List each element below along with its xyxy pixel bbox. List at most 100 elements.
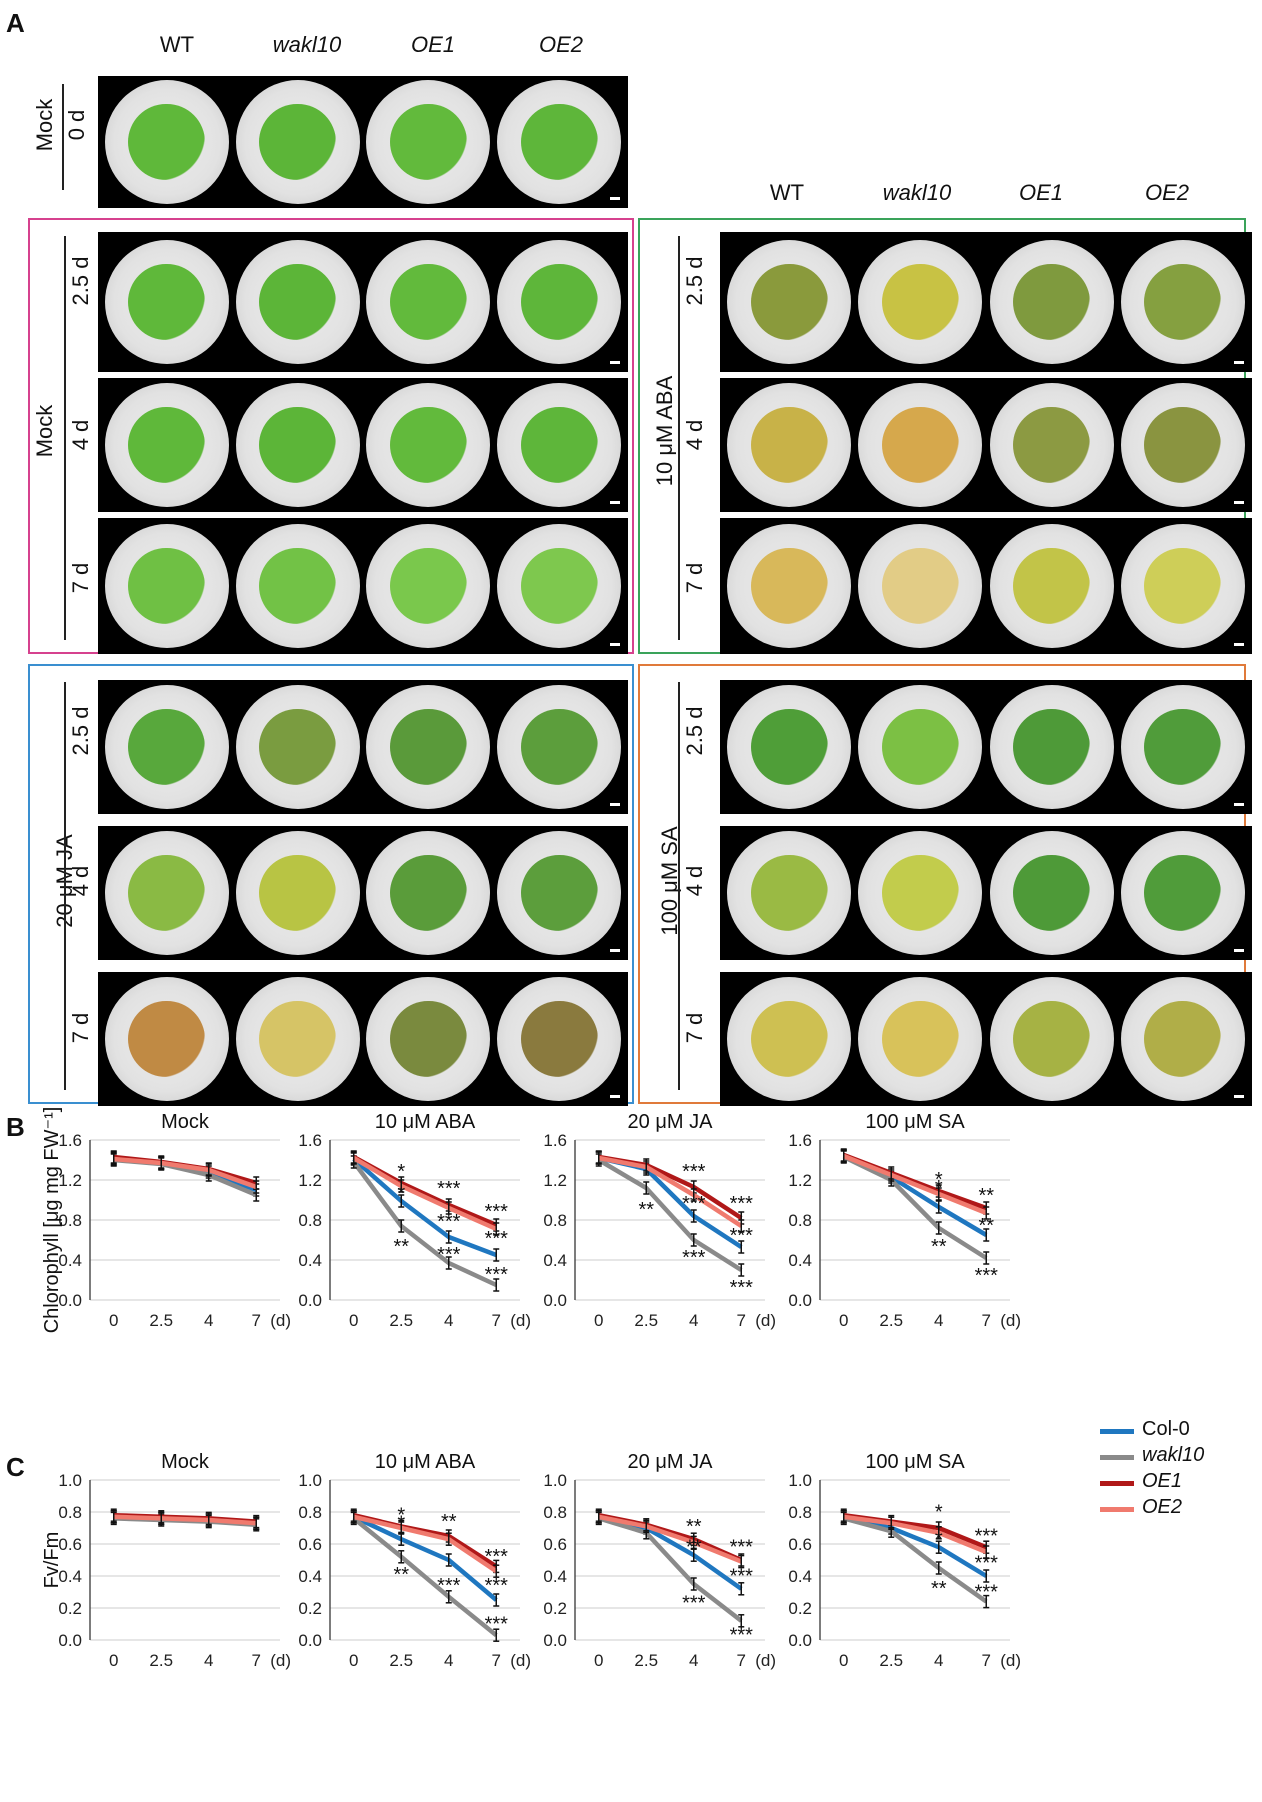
chart-C-4: 0.00.20.40.60.81.00 2.5 4 7 (d)100 μM SA** **… (788, 1451, 1021, 1670)
aba-time-2: 4 d (682, 419, 707, 451)
y-tick-label: 1.6 (298, 1131, 322, 1150)
series-line-col0 (843, 1514, 988, 1578)
leaf-cluster (259, 103, 337, 181)
petri-plate (104, 977, 229, 1101)
x-tick-label: 0 (109, 1311, 118, 1330)
significance-mark: *** (682, 1247, 706, 1269)
leaf-cluster (128, 547, 206, 625)
leaf-cluster (1144, 547, 1222, 625)
x-tick-label: 4 (444, 1651, 453, 1670)
y-tick-label: 0.0 (543, 1631, 567, 1650)
petri-plate (858, 383, 983, 507)
y-tick-label: 0.0 (788, 1631, 812, 1650)
leaf-cluster (259, 406, 337, 484)
mock-time-2: 4 d (68, 419, 93, 451)
legend-item-col0: Col-0 (1100, 1418, 1250, 1444)
leaf-cluster (389, 263, 467, 341)
ja-divider (64, 682, 66, 1090)
significance-mark: * (397, 1183, 405, 1205)
leaf-cluster (881, 406, 959, 484)
mock-top-time-label: 0 d (64, 109, 89, 141)
leaf-cluster (389, 1000, 467, 1078)
col-header-oe1: OE1 (410, 32, 456, 57)
scale-bar (610, 197, 620, 200)
x-tick-label: 7 (492, 1311, 501, 1330)
x-tick-label: 2.5 (634, 1651, 658, 1670)
scale-bar (1234, 643, 1244, 646)
leaf-cluster (389, 708, 467, 786)
petri-plate (1120, 977, 1245, 1101)
panel-label-c: C (6, 1452, 25, 1482)
series-line-oe2 (843, 1514, 988, 1555)
y-tick-label: 0.8 (298, 1503, 322, 1522)
y-tick-label: 1.2 (58, 1171, 82, 1190)
series-line-wakl10 (598, 1516, 743, 1623)
y-tick-label: 0.8 (543, 1503, 567, 1522)
significance-mark: *** (975, 1553, 999, 1575)
series-line-oe2 (113, 1514, 257, 1526)
significance-mark: ** (393, 1564, 409, 1586)
y-tick-label: 1.6 (788, 1131, 812, 1150)
leaf-cluster (1013, 1000, 1091, 1078)
significance-mark: *** (730, 1625, 754, 1647)
col-header-wt: WT (159, 32, 195, 57)
petri-plate (497, 383, 622, 507)
y-tick-label: 1.0 (298, 1471, 322, 1490)
significance-mark: *** (730, 1565, 754, 1587)
y-tick-label: 1.6 (58, 1131, 82, 1150)
scale-bar (610, 501, 620, 504)
y-axis-label: Chlorophyll [μg mg FW⁻¹] (41, 1107, 63, 1334)
line-charts: 0.0 0.4 0.8 1.2 1.6 0 2.5 4 7 (d) Mock Chlorophyll … (41, 1107, 1021, 1670)
x-tick-label: 4 (689, 1651, 698, 1670)
scale-bar (1234, 949, 1244, 952)
significance-mark: ** (931, 1236, 947, 1258)
legend-swatch-col0 (1100, 1429, 1134, 1434)
scale-bar (610, 803, 620, 806)
aba-time-3: 7 d (682, 562, 707, 594)
y-tick-label: 0.2 (543, 1599, 567, 1618)
leaf-cluster (881, 1000, 959, 1078)
y-tick-label: 0.8 (788, 1211, 812, 1230)
aba-time-1: 2.5 d (682, 256, 707, 306)
leaf-cluster (128, 406, 206, 484)
leaf-cluster (881, 547, 959, 625)
mock-top-treatment-label: Mock (32, 98, 57, 152)
chart-title: Mock (161, 1111, 210, 1133)
series-line-oe2 (598, 1514, 743, 1564)
leaf-cluster (1144, 406, 1222, 484)
x-tick-label: 7 (982, 1311, 991, 1330)
significance-mark: *** (730, 1193, 754, 1215)
scale-bar (610, 949, 620, 952)
significance-mark: *** (485, 1546, 509, 1568)
chart-B-2: 0.00.40.81.21.60 2.5 4 7 (d)10 μM ABA** *****… (298, 1111, 531, 1330)
petri-plate (366, 383, 491, 507)
x-tick-label: 2.5 (149, 1651, 173, 1670)
x-tick-label: 2.5 (389, 1651, 413, 1670)
x-tick-label: 0 (839, 1311, 848, 1330)
y-tick-label: 0.6 (788, 1535, 812, 1554)
significance-mark: *** (975, 1525, 999, 1547)
photo-strip (98, 680, 628, 814)
aba-treatment-label: 10 μM ABA (652, 375, 677, 487)
photo-strip (720, 518, 1252, 654)
chart-C-1: 0.0 0.2 0.4 0.6 0.8 1.0 0 2.5 4 7 (d) Mock Fv/Fm (41, 1451, 291, 1670)
significance-mark: ** (686, 1537, 702, 1559)
x-tick-label: 2.5 (879, 1651, 903, 1670)
petri-plate (104, 80, 229, 204)
leaf-cluster (520, 547, 598, 625)
y-tick-label: 0.2 (298, 1599, 322, 1618)
chart-C-3: 0.00.20.40.60.81.00 2.5 4 7 (d)20 μM JA**** *… (543, 1451, 776, 1670)
x-tick-label: 4 (934, 1311, 943, 1330)
chart-title: 100 μM SA (865, 1451, 965, 1473)
scale-bar (610, 361, 620, 364)
petri-plate (235, 685, 360, 809)
petri-plate (858, 524, 983, 648)
y-tick-label: 0.8 (543, 1211, 567, 1230)
petri-plate (497, 80, 622, 204)
petri-plate (497, 977, 622, 1101)
significance-mark: *** (485, 1228, 509, 1250)
series-line-col0 (352, 1157, 498, 1258)
x-tick-label: 4 (934, 1651, 943, 1670)
leaf-cluster (750, 708, 828, 786)
leaf-cluster (750, 1000, 828, 1078)
